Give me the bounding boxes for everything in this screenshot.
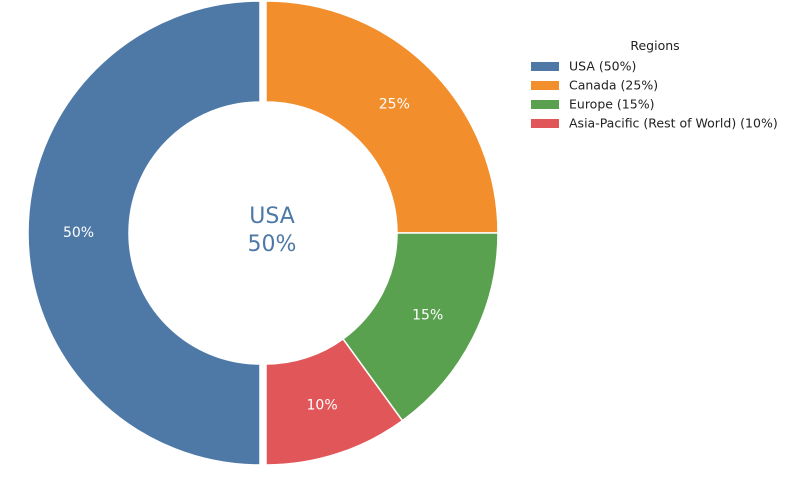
slice-label: 50%: [63, 225, 94, 241]
legend-label: USA (50%): [569, 59, 636, 74]
legend-label: Europe (15%): [569, 97, 654, 112]
legend-swatch: [531, 119, 559, 128]
slice-labels: 50% 25% 15% 10%: [63, 97, 443, 414]
slice-asia-pacific-rest-of-world: [265, 337, 404, 466]
legend-label: Canada (25%): [569, 78, 658, 93]
slice-usa: [27, 0, 261, 466]
slice-label: 15%: [412, 307, 443, 323]
slice-europe: [341, 232, 499, 422]
legend-label: Asia-Pacific (Rest of World) (10%): [569, 116, 778, 131]
legend-title: Regions: [630, 38, 679, 53]
center-label-line2: 50%: [248, 232, 297, 257]
legend-swatch: [531, 62, 559, 71]
legend-swatch: [531, 81, 559, 90]
slice-label: 25%: [379, 97, 410, 113]
donut-slices: [27, 0, 499, 466]
center-label-line1: USA: [249, 204, 295, 229]
legend-swatch: [531, 100, 559, 109]
legend: Regions USA (50%) Canada (25%) Europe (15%…: [531, 38, 778, 131]
slice-label: 10%: [307, 398, 338, 414]
slice-canada: [265, 0, 499, 234]
